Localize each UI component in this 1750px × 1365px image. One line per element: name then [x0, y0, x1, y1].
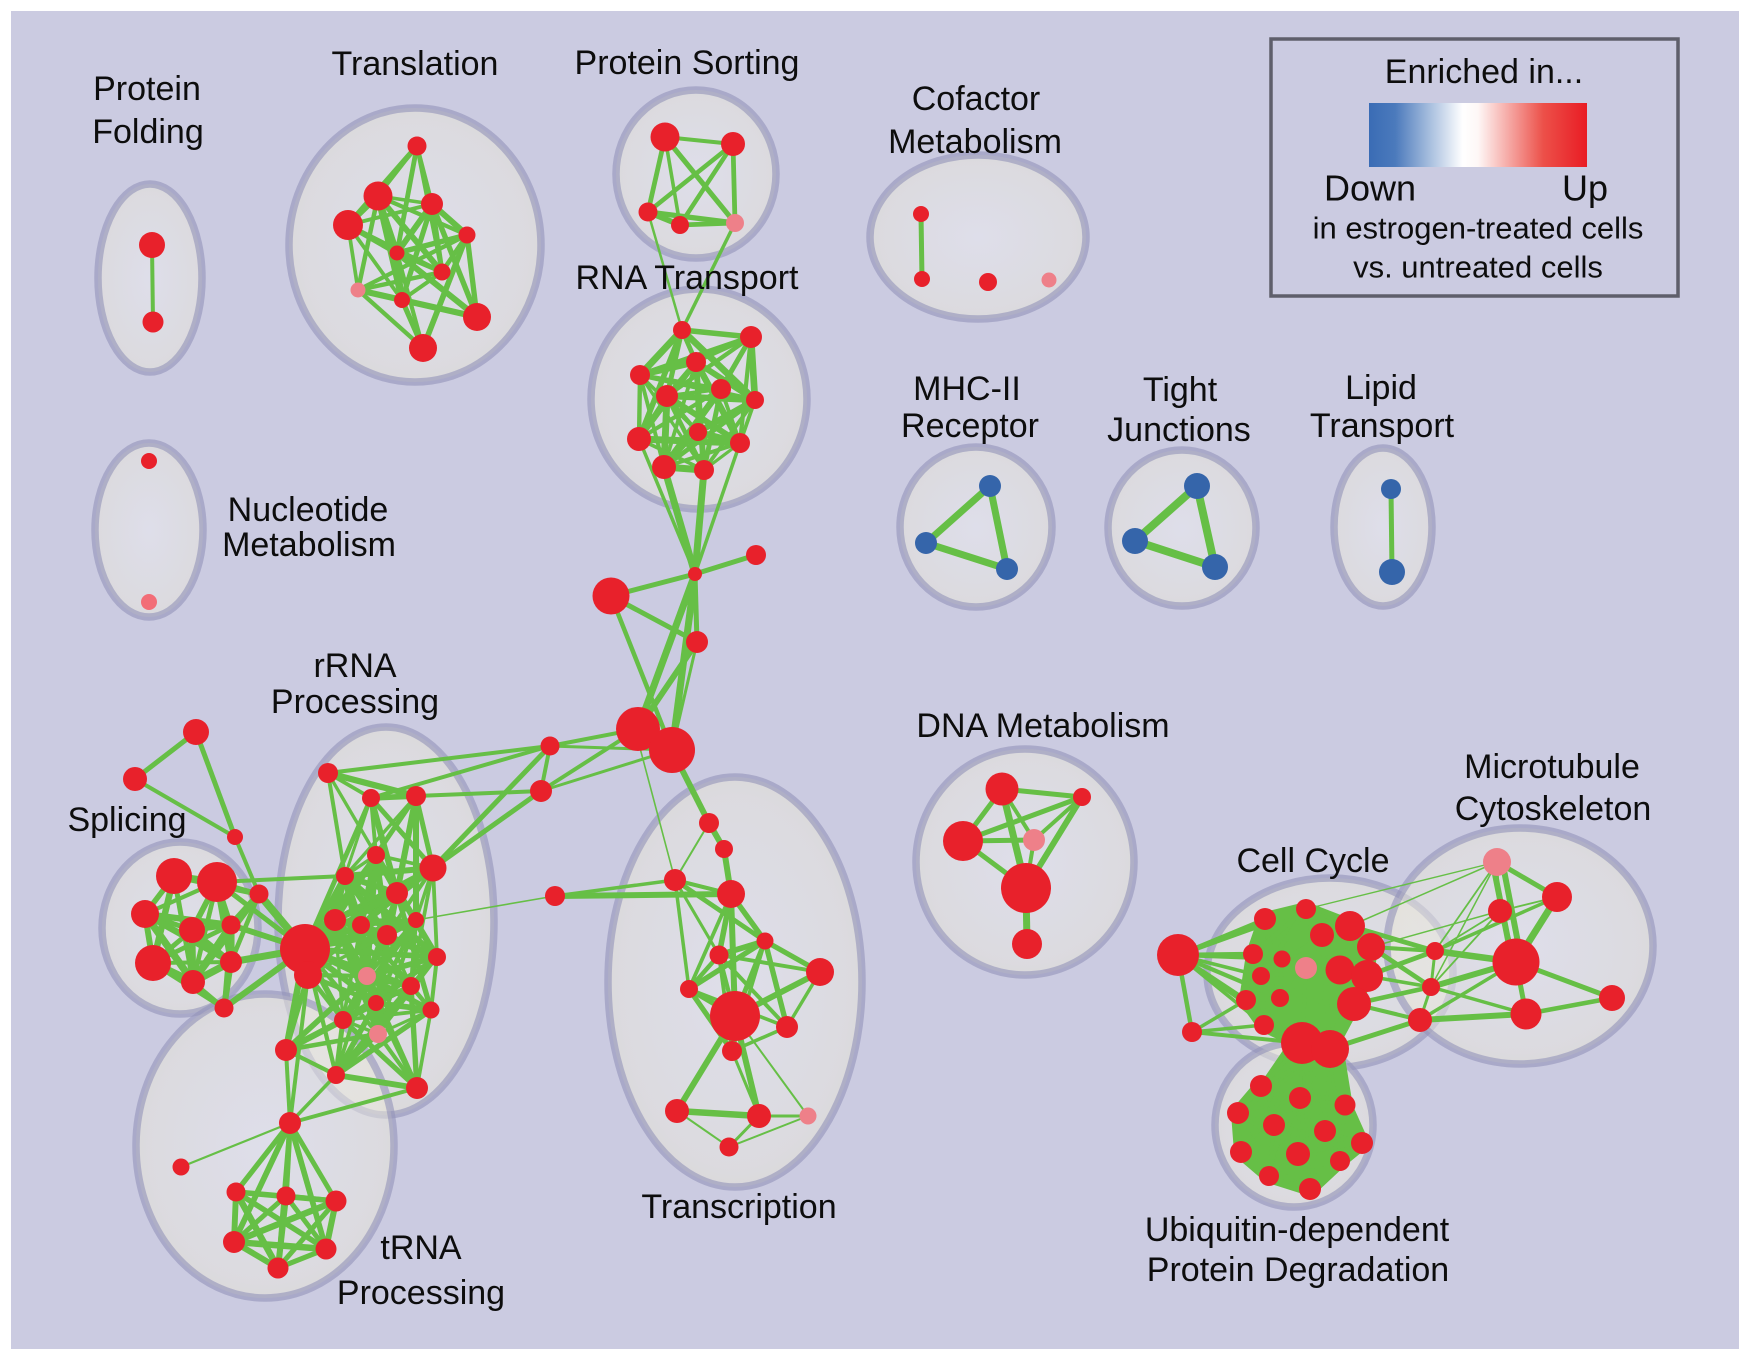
svg-text:tRNA: tRNA	[380, 1229, 462, 1267]
svg-text:Metabolism: Metabolism	[888, 123, 1062, 161]
svg-text:Processing: Processing	[271, 683, 439, 721]
svg-text:Transport: Transport	[1310, 407, 1455, 445]
svg-text:Transcription: Transcription	[641, 1188, 836, 1226]
svg-text:MHC-II: MHC-II	[913, 370, 1021, 408]
svg-text:Splicing: Splicing	[67, 801, 186, 839]
svg-text:in estrogen-treated cells: in estrogen-treated cells	[1313, 211, 1644, 246]
svg-text:Cofactor: Cofactor	[912, 80, 1041, 118]
svg-text:Protein Degradation: Protein Degradation	[1147, 1251, 1449, 1289]
svg-text:RNA Transport: RNA Transport	[576, 259, 800, 297]
svg-text:DNA Metabolism: DNA Metabolism	[916, 707, 1169, 745]
svg-text:vs. untreated cells: vs. untreated cells	[1353, 250, 1603, 285]
svg-text:Cytoskeleton: Cytoskeleton	[1455, 790, 1652, 828]
svg-text:Up: Up	[1562, 168, 1608, 209]
svg-text:Enriched in...: Enriched in...	[1385, 53, 1583, 91]
svg-text:Tight: Tight	[1143, 371, 1218, 409]
svg-text:Processing: Processing	[337, 1274, 505, 1312]
svg-text:Lipid: Lipid	[1345, 369, 1417, 407]
svg-text:Folding: Folding	[92, 113, 204, 151]
svg-text:Down: Down	[1324, 168, 1416, 209]
svg-text:Metabolism: Metabolism	[222, 526, 396, 564]
svg-text:Microtubule: Microtubule	[1464, 748, 1640, 786]
svg-text:rRNA: rRNA	[313, 647, 396, 685]
svg-text:Ubiquitin-dependent: Ubiquitin-dependent	[1145, 1211, 1450, 1249]
svg-text:Junctions: Junctions	[1107, 411, 1251, 449]
svg-text:Translation: Translation	[332, 45, 499, 83]
svg-text:Cell Cycle: Cell Cycle	[1236, 842, 1389, 880]
svg-text:Protein Sorting: Protein Sorting	[575, 44, 800, 82]
svg-text:Receptor: Receptor	[901, 407, 1039, 445]
svg-text:Nucleotide: Nucleotide	[228, 491, 389, 529]
svg-text:Protein: Protein	[93, 70, 201, 108]
